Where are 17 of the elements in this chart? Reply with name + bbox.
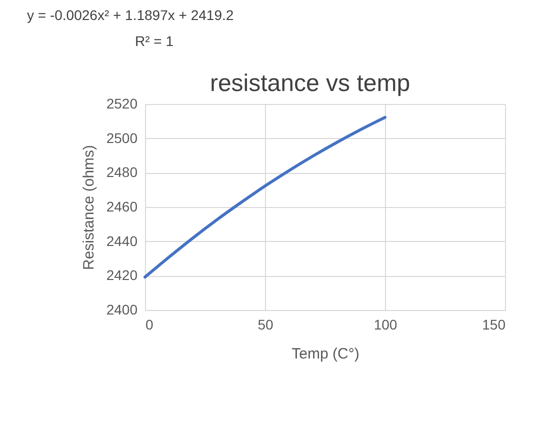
y-tick-label: 2520 — [106, 96, 138, 112]
y-tick-label: 2500 — [106, 130, 138, 146]
text: y = -0.0026x² + 1.1897x + 2419.2 — [27, 7, 234, 23]
text: R² = 1 — [135, 33, 174, 49]
line-series — [144, 116, 386, 279]
x-tick-label: 50 — [258, 316, 274, 332]
y-axis-title: Resistance (ohms) — [80, 144, 98, 270]
y-tick-label: 2480 — [106, 164, 138, 180]
y-tick-label: 2420 — [106, 267, 138, 284]
x-tick-label: 100 — [374, 316, 398, 332]
y-tick-label: 2460 — [106, 198, 138, 214]
y-tick-label: 2440 — [106, 232, 138, 249]
chart-title: resistance vs temp — [210, 70, 410, 97]
x-tick-label: 150 — [482, 316, 506, 332]
y-tick-label: 2400 — [106, 302, 138, 318]
x-tick-label: 0 — [146, 316, 154, 332]
x-axis-title: Temp (C°) — [292, 346, 360, 362]
